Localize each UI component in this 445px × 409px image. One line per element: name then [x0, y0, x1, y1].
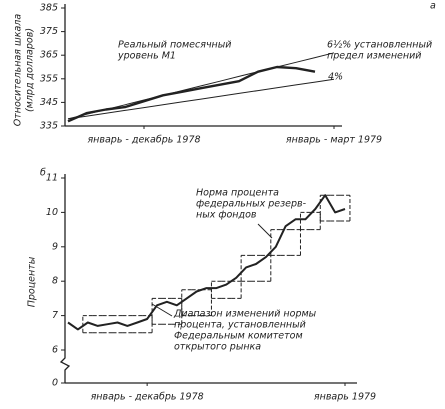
series-label: федеральных резерв- [196, 199, 307, 210]
y-tick-label: 6 [52, 345, 58, 356]
series-line [67, 52, 335, 120]
series-label: ных фондов [196, 210, 257, 221]
series-line [67, 194, 346, 331]
x-tick-label: январь - декабрь 1978 [87, 135, 200, 146]
y-tick-label: 0 [52, 378, 58, 389]
y-tick-label: 335 [40, 121, 58, 132]
series-label: 4% [328, 72, 343, 83]
band-label: процента, установленный [174, 320, 306, 331]
series-label: Норма процента [196, 188, 279, 199]
y-tick-label: 9 [52, 241, 58, 252]
y-tick-label: 345 [40, 97, 58, 108]
band-label: Федеральным комитетом [174, 331, 303, 342]
series-label: Реальный помесячный [118, 40, 231, 51]
series-line [67, 78, 335, 120]
band-label: открытого рынка [174, 342, 261, 353]
y-tick-label: 7 [52, 310, 58, 321]
y-tick-label: 365 [40, 50, 58, 61]
y-axis [59, 174, 71, 383]
series-label: 6½% установленный [327, 40, 432, 51]
y-axis-title: (млрд долларов) [25, 28, 36, 112]
panel-label: а [430, 1, 436, 12]
y-tick-label: 385 [40, 3, 58, 14]
x-tick-label: январь - март 1979 [286, 135, 382, 146]
y-axis-title: Проценты [27, 256, 38, 307]
annotation-leader [257, 223, 273, 239]
series-label: предел изменений [327, 51, 421, 62]
y-axis-title: Относительная шкала [13, 14, 24, 127]
x-tick-label: январь 1979 [314, 392, 376, 403]
x-tick-label: январь - декабрь 1978 [91, 392, 204, 403]
band-label: Диапазон изменений нормы [173, 309, 317, 320]
series-label: уровень М1 [117, 51, 176, 62]
y-tick-label: 10 [46, 207, 58, 218]
annotation-leader [151, 303, 173, 317]
y-tick-label: 8 [52, 276, 58, 287]
panel-label: б [40, 168, 46, 179]
y-tick-label: 375 [40, 26, 58, 37]
y-tick-label: 355 [40, 73, 58, 84]
y-tick-label: 11 [46, 173, 58, 184]
